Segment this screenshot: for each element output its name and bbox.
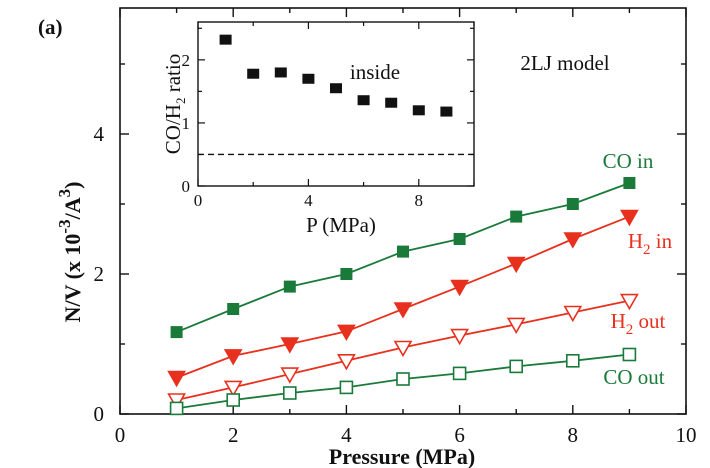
inset-y-tick-label: 0: [182, 177, 191, 196]
data-point-series-1: [223, 349, 243, 366]
label-h2-in-tail: in: [651, 229, 673, 253]
label-h2-out-tail: out: [633, 309, 665, 333]
inset-data-point: [219, 34, 232, 45]
y-axis-title: N/V (x 10-3/A3): [55, 182, 85, 323]
data-point-series-0: [283, 280, 296, 293]
data-point-series-1: [393, 302, 413, 319]
x-tick-label: 8: [568, 423, 579, 447]
x-tick-label: 2: [228, 423, 239, 447]
data-point-series-0: [623, 177, 636, 189]
data-point-series-2: [450, 328, 469, 346]
data-point-series-1: [280, 337, 300, 354]
data-point-series-1: [563, 232, 583, 249]
data-point-series-1: [506, 256, 526, 274]
data-point-series-2: [506, 317, 526, 335]
data-point-series-0: [397, 245, 409, 258]
y-tick-label: 4: [94, 122, 105, 146]
data-point-series-1: [337, 324, 356, 342]
data-point-series-1: [167, 370, 186, 388]
inset-y-tick-labels: 0 1 2: [182, 51, 191, 196]
label-h2-out: H2 out: [611, 309, 666, 338]
y-axis-title-main: N/V (x 10: [60, 234, 85, 323]
inset-data-point: [274, 67, 287, 78]
label-h2-out-sub: 2: [626, 322, 634, 338]
x-tick-label: 0: [115, 423, 126, 447]
y-axis-title-unit: /A: [60, 197, 85, 220]
label-co-in: CO in: [603, 149, 654, 173]
inset-y-title-tail: ratio: [161, 54, 185, 98]
y-axis-title-exp2: 3: [55, 189, 74, 198]
inset-data-point: [330, 83, 342, 94]
inset-frame: [197, 21, 475, 187]
data-point-series-0: [510, 210, 523, 223]
x-tick-label: 6: [454, 423, 465, 447]
data-point-series-3: [339, 380, 354, 395]
inset-y-tick-label: 2: [182, 51, 191, 70]
inset-y-tick-label: 1: [182, 114, 191, 133]
x-axis-title: Pressure (MPa): [329, 444, 475, 468]
inset-annotation: inside: [350, 60, 400, 84]
x-tick-label: 4: [341, 423, 352, 447]
data-point-series-1: [450, 279, 469, 297]
inset-x-tick-label: 4: [304, 191, 313, 210]
label-h2-in-h: H: [628, 229, 643, 253]
data-point-series-2: [223, 380, 243, 398]
main-y-tick-labels: 0 2 4: [94, 122, 105, 426]
inset-x-tick-label: 8: [415, 191, 424, 210]
data-point-series-0: [566, 198, 579, 210]
main-x-tick-labels: 0 2 4 6 8 10: [115, 423, 697, 447]
label-h2-in: H2 in: [628, 229, 673, 258]
inset-data-point: [412, 105, 425, 116]
inset-markers: [219, 34, 453, 117]
data-point-series-3: [169, 401, 184, 416]
data-point-series-2: [563, 305, 583, 323]
data-point-series-2: [337, 354, 356, 371]
label-h2-in-sub: 2: [643, 242, 651, 258]
y-axis-title-exp: -3: [55, 219, 74, 233]
inset-data-point: [440, 106, 453, 117]
data-point-series-3: [452, 366, 467, 381]
data-point-series-3: [565, 353, 580, 368]
inset-data-point: [302, 73, 315, 84]
inset-y-title-sub: 2: [173, 98, 188, 105]
inset-y-axis-title: CO/H2 ratio: [161, 54, 188, 154]
data-point-series-0: [227, 303, 240, 315]
data-point-series-3: [509, 359, 524, 374]
inset-axis-ticks: [197, 22, 475, 187]
data-point-series-0: [340, 268, 353, 280]
data-point-series-2: [280, 367, 300, 384]
y-axis-title-close: ): [60, 182, 85, 189]
inset-data-point: [357, 95, 370, 106]
data-point-series-0: [170, 326, 183, 339]
data-point-series-2: [393, 340, 413, 358]
data-point-series-2: [620, 293, 639, 311]
inset-x-tick-label: 0: [194, 191, 203, 210]
data-point-series-0: [453, 233, 466, 245]
inset-x-tick-labels: 0 4 8: [194, 191, 423, 210]
data-point-series-1: [620, 209, 639, 227]
data-point-series-3: [282, 386, 297, 400]
inset-x-axis-title: P (MPa): [306, 213, 376, 237]
panel-label: (a): [38, 15, 63, 39]
data-point-series-3: [396, 372, 410, 386]
y-tick-label: 2: [94, 262, 105, 286]
model-label: 2LJ model: [520, 51, 609, 75]
label-co-out: CO out: [603, 365, 664, 389]
y-tick-label: 0: [94, 402, 105, 426]
data-point-series-3: [622, 347, 637, 362]
inset-y-title-main: CO/H: [161, 104, 185, 154]
inset-data-point: [385, 97, 398, 108]
main-axis-ticks: [119, 8, 687, 415]
x-tick-label: 10: [676, 423, 697, 447]
data-point-series-2: [167, 393, 186, 410]
data-point-series-3: [226, 393, 240, 407]
main-series-markers: [167, 177, 639, 416]
inset-data-point: [247, 68, 260, 79]
label-h2-out-h: H: [611, 309, 626, 333]
